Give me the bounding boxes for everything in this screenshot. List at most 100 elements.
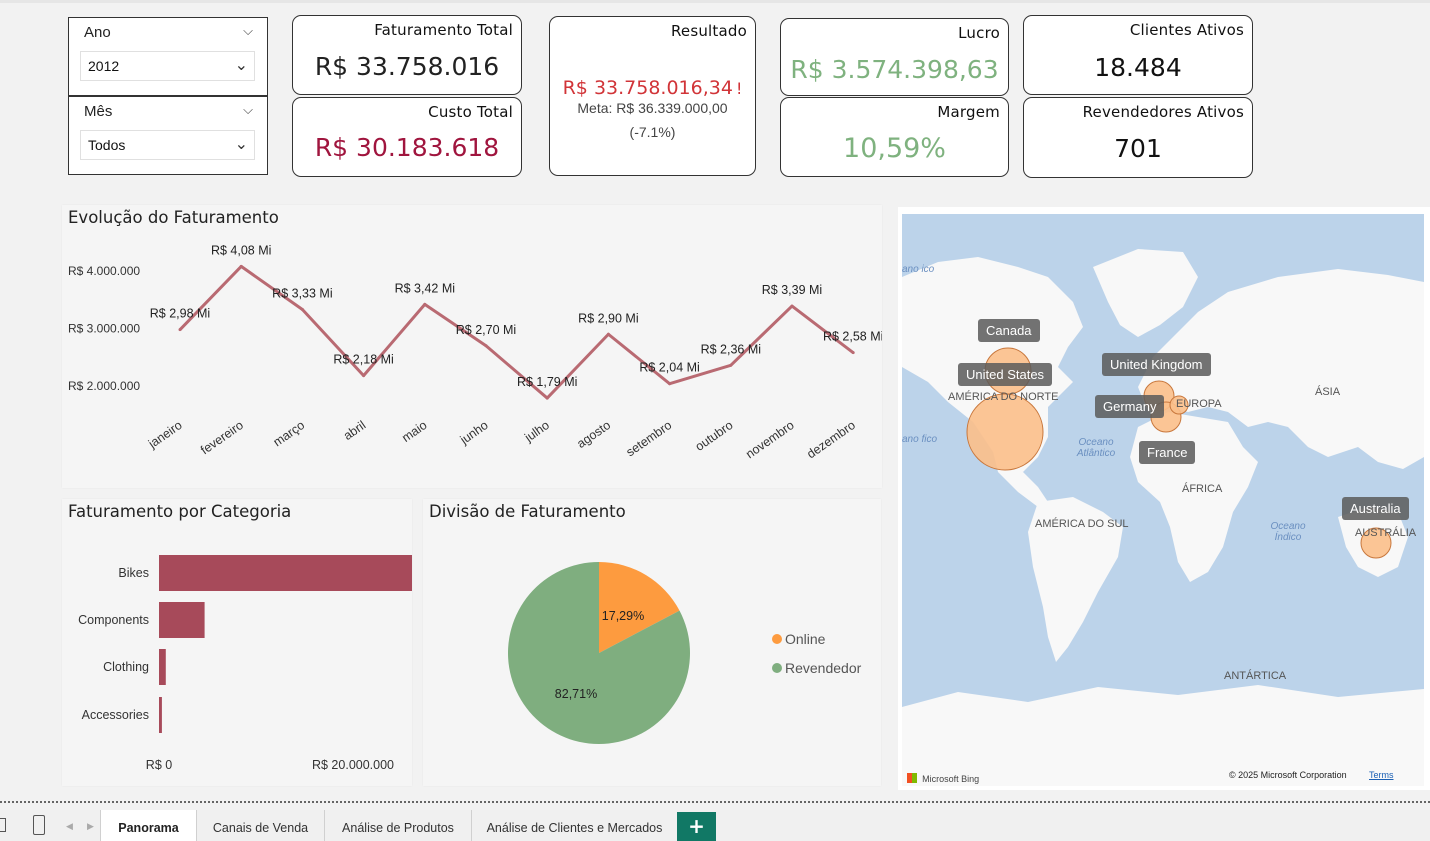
- kpi-value: R$ 3.574.398,63: [790, 55, 999, 84]
- data-point: [729, 363, 733, 367]
- data-label: R$ 1,79 Mi: [517, 375, 577, 389]
- map-label-united-kingdom[interactable]: United Kingdom: [1102, 353, 1211, 376]
- categoria-panel[interactable]: Faturamento por Categoria Bikes Component…: [62, 499, 412, 786]
- kpi-title: Clientes Ativos: [1129, 21, 1244, 39]
- y-tick-label: R$ 3.000.000: [68, 322, 140, 336]
- kpi-value: R$ 30.183.618: [314, 133, 500, 162]
- category-label: Clothing: [103, 660, 149, 674]
- data-point: [423, 302, 427, 306]
- next-page-icon[interactable]: ▶: [87, 822, 94, 832]
- data-label: R$ 2,90 Mi: [578, 311, 638, 325]
- kpi-margem[interactable]: Margem 10,59%: [780, 97, 1009, 177]
- top-border: [0, 0, 1430, 3]
- kpi-lucro[interactable]: Lucro R$ 3.574.398,63: [780, 18, 1009, 96]
- x-tick-label: junho: [457, 418, 491, 448]
- chevron-down-icon[interactable]: ⌵: [243, 103, 253, 118]
- chevron-down-icon: ⌄: [234, 55, 248, 74]
- map-label-australia[interactable]: Australia: [1342, 497, 1409, 520]
- microsoft-logo-icon: [907, 773, 917, 783]
- data-label: R$ 2,18 Mi: [333, 353, 393, 367]
- kpi-resultado[interactable]: Resultado R$ 33.758.016,34! Meta: R$ 36.…: [549, 16, 756, 176]
- categoria-chart: Bikes Components Clothing Accessories R$ 0 R$…: [78, 555, 412, 772]
- y-tick-label: R$ 4.000.000: [68, 264, 140, 278]
- data-point: [484, 344, 488, 348]
- x-tick-label: fevereiro: [198, 418, 246, 457]
- x-tick-label: R$ 0: [146, 758, 172, 772]
- x-tick-label: outubro: [693, 418, 736, 454]
- divisao-panel[interactable]: Divisão de Faturamento 17,29% 82,71% Onli…: [423, 499, 881, 786]
- data-point: [606, 332, 610, 336]
- evolucao-panel[interactable]: Evolução do Faturamento R$ 4.000.000 R$ 3…: [62, 205, 882, 488]
- map-region-europe: EUROPA: [1176, 398, 1222, 410]
- y-tick-label: R$ 2.000.000: [68, 379, 140, 393]
- tab-analise-clientes-mercados[interactable]: Análise de Clientes e Mercados: [472, 810, 677, 841]
- add-page-button[interactable]: +: [677, 812, 716, 841]
- data-label: R$ 2,70 Mi: [456, 323, 516, 337]
- map-region-north-america: AMÉRICA DO NORTE: [948, 391, 1059, 403]
- kpi-custo-total[interactable]: Custo Total R$ 30.183.618: [292, 97, 522, 177]
- category-label: Components: [78, 613, 149, 627]
- data-label: R$ 3,39 Mi: [762, 283, 822, 297]
- kpi-revendedores-ativos[interactable]: Revendedores Ativos 701: [1023, 97, 1253, 178]
- map-region-south-america: AMÉRICA DO SUL: [1035, 518, 1129, 530]
- bubble-australia[interactable]: [1360, 527, 1392, 559]
- kpi-value: 701: [1114, 134, 1162, 163]
- bar: [159, 697, 162, 733]
- chevron-down-icon[interactable]: ⌵: [243, 24, 253, 39]
- kpi-title: Resultado: [670, 22, 747, 40]
- x-tick-label: setembro: [624, 418, 675, 459]
- map-region-asia: ÁSIA: [1315, 386, 1341, 398]
- slice-label: 17,29%: [602, 609, 644, 623]
- resultado-value-row: R$ 33.758.016,34!: [550, 77, 755, 99]
- divisao-chart: 17,29% 82,71%: [508, 562, 690, 744]
- legend-online[interactable]: Online: [772, 631, 825, 647]
- kpi-faturamento-total[interactable]: Faturamento Total R$ 33.758.016: [292, 15, 522, 95]
- tab-panorama[interactable]: Panorama: [100, 810, 197, 841]
- map-label-france[interactable]: France: [1139, 441, 1196, 464]
- map-label-canada[interactable]: Canada: [978, 319, 1040, 342]
- map-label-united-states[interactable]: United States: [958, 363, 1053, 386]
- legend-dot-icon: [772, 634, 782, 644]
- x-tick-label: novembro: [743, 418, 797, 461]
- desktop-view-icon[interactable]: [0, 818, 6, 832]
- slicer-ano-value: 2012: [88, 58, 120, 74]
- kpi-title: Lucro: [958, 24, 1000, 42]
- tab-canais-de-venda[interactable]: Canais de Venda: [197, 810, 325, 841]
- map-ocean-edge-top: ano ico: [902, 264, 935, 275]
- data-label: R$ 2,04 Mi: [639, 361, 699, 375]
- landmass-eurasia: [1138, 269, 1424, 469]
- data-point: [851, 351, 855, 355]
- map-panel[interactable]: ano ico ano fico Oceano Atlântico Oceano…: [898, 207, 1430, 790]
- bubble-germany[interactable]: [1169, 395, 1189, 415]
- divisao-title: Divisão de Faturamento: [429, 502, 626, 521]
- kpi-title: Faturamento Total: [374, 21, 513, 39]
- categoria-title: Faturamento por Categoria: [68, 502, 292, 521]
- slicer-mes-dropdown[interactable]: Todos ⌄: [80, 130, 255, 160]
- prev-page-icon[interactable]: ◀: [66, 822, 73, 832]
- series-line: [178, 264, 855, 400]
- kpi-title: Margem: [937, 103, 1000, 121]
- chevron-down-icon: ⌄: [234, 134, 248, 153]
- slicer-ano-dropdown[interactable]: 2012 ⌄: [80, 51, 255, 81]
- slicer-mes[interactable]: Mês ⌵ Todos ⌄: [68, 96, 268, 175]
- slicer-ano[interactable]: Ano ⌵ 2012 ⌄: [68, 17, 268, 96]
- map-label-germany[interactable]: Germany: [1095, 395, 1165, 418]
- legend-revendedor[interactable]: Revendedor: [772, 660, 861, 676]
- kpi-clientes-ativos[interactable]: Clientes Ativos 18.484: [1023, 15, 1253, 95]
- tab-analise-de-produtos[interactable]: Análise de Produtos: [325, 810, 472, 841]
- data-label: R$ 2,98 Mi: [150, 307, 210, 321]
- bing-brand: Microsoft Bing: [907, 767, 979, 786]
- map-terms-link[interactable]: Terms: [1369, 770, 1394, 780]
- kpi-value: R$ 33.758.016: [314, 52, 500, 81]
- data-label: R$ 4,08 Mi: [211, 243, 271, 257]
- bubble-united-states[interactable]: [966, 393, 1044, 471]
- slicer-ano-label: Ano: [84, 24, 111, 41]
- data-point: [362, 374, 366, 378]
- bar: [159, 649, 166, 685]
- x-tick-label: maio: [399, 418, 429, 445]
- category-label: Accessories: [82, 708, 149, 722]
- kpi-title: Revendedores Ativos: [1082, 103, 1244, 121]
- data-label: R$ 3,42 Mi: [395, 281, 455, 295]
- mobile-view-icon[interactable]: [33, 815, 45, 835]
- kpi-title: Custo Total: [428, 103, 513, 121]
